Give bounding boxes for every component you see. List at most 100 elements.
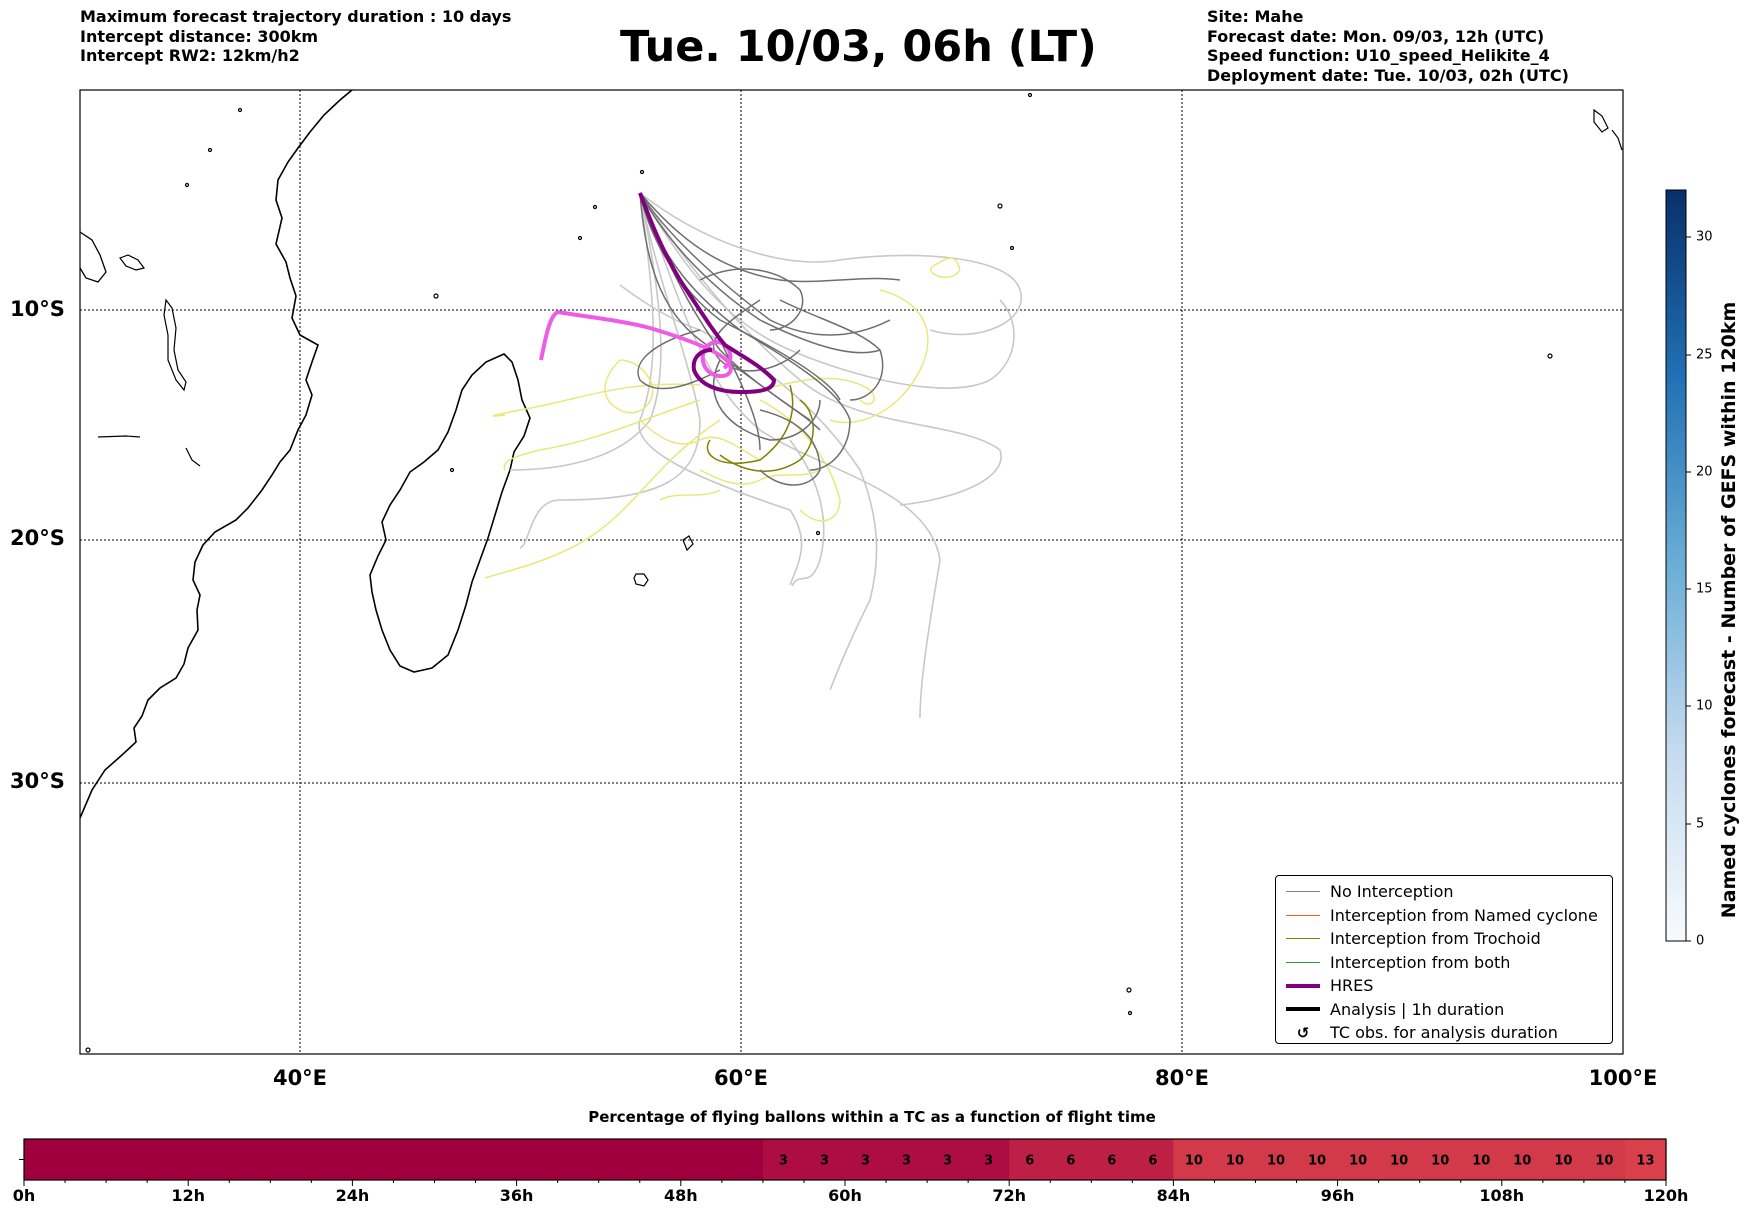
percentage-value: 3 [943,1154,952,1169]
time-label: 120h [1643,1186,1689,1205]
percentage-value: 10 [1431,1154,1449,1169]
percentage-cell [557,1139,600,1180]
percentage-cell [598,1139,641,1180]
legend-label: No Interception [1330,882,1454,902]
percentage-heatmap: 3 3 3 3 3 3 6 6 6 6 10 10 10 10 10 10 10 10 10 10 10 13 [24,1139,1667,1180]
legend-item-analysis: Analysis | 1h duration [1282,998,1612,1022]
time-label: 12h [171,1186,206,1205]
time-label: 72h [992,1186,1027,1205]
trochoid-tracks [706,384,814,472]
percentage-cell [721,1139,764,1180]
legend-item-no-interception: No Interception [1282,880,1612,904]
percentage-value: 3 [820,1154,829,1169]
percentage-value: 10 [1554,1154,1572,1169]
percentage-cell [270,1139,312,1180]
percentage-cell [1050,1139,1092,1180]
percentage-cell [803,1139,846,1180]
colorbar-tick-15: 15 [1696,581,1713,597]
percentage-cell [65,1139,107,1180]
time-label: 60h [828,1186,862,1205]
colorbar-ticks [1686,236,1691,942]
percentage-value: 10 [1308,1154,1326,1169]
lon-label-60e: 60°E [713,1066,769,1090]
percentage-value: 10 [1513,1154,1531,1169]
percentage-cell [927,1139,969,1180]
percentage-cell [845,1139,887,1180]
cyclone-symbol-icon: ↺ [1296,1023,1310,1042]
percentage-value: 6 [1107,1154,1116,1169]
percentage-cell [886,1139,928,1180]
percentage-cell [352,1139,395,1180]
legend-item-trochoid: Interception from Trochoid [1282,927,1612,951]
info-intercept-distance: Intercept distance: 300km [80,26,319,46]
colorbar [1665,189,1687,942]
lat-label-20s: 20°S [10,526,65,550]
legend-label: Analysis | 1h duration [1330,999,1505,1019]
percentage-cell [1009,1139,1051,1180]
islands [85,92,1623,1053]
info-duration: Maximum forecast trajectory duration : 1… [80,7,512,26]
colorbar-tick-20: 20 [1696,464,1713,480]
info-intercept-rw2: Intercept RW2: 12km/h2 [80,46,300,65]
percentage-value: 10 [1226,1154,1244,1169]
colorbar-tick-10: 10 [1696,698,1713,714]
info-speed-function: Speed function: U10_speed_Helikite_4 [1207,46,1550,65]
percentage-cell [1173,1139,1216,1180]
colorbar-label: Named cyclones forecast - Number of GEFS… [1718,301,1740,919]
percentage-cell [188,1139,230,1180]
hres-track [638,192,777,395]
legend-label: HRES [1330,976,1374,996]
madagascar [369,353,531,673]
lon-label-100e: 100°E [1588,1066,1658,1090]
gridlines [80,90,1623,1054]
percentage-time-ticks [19,1159,1667,1186]
percentage-cell [1624,1139,1667,1180]
legend-label: Interception from both [1330,952,1511,972]
percentage-cell [24,1139,66,1180]
info-deployment-date: Deployment date: Tue. 10/03, 02h (UTC) [1207,65,1569,85]
percentage-value: 10 [1595,1154,1613,1169]
percentage-value: 3 [861,1154,870,1169]
colorbar-tick-5: 5 [1696,816,1705,832]
percentage-cell [1296,1139,1339,1180]
percentage-cell [516,1139,559,1180]
percentage-value: 3 [902,1154,911,1169]
trajectory-settings: Maximum forecast trajectory duration : 1… [80,7,511,66]
percentage-value: 6 [1066,1154,1075,1169]
percentage-cell [1419,1139,1462,1180]
gefs-tracks-yellow [484,257,961,579]
colorbar-tick-0: 0 [1696,933,1705,949]
percentage-value: 10 [1349,1154,1367,1169]
percentage-cell [639,1139,682,1180]
analysis-track [539,309,733,379]
percentage-value: 10 [1390,1154,1408,1169]
time-label: 36h [499,1186,534,1205]
colorbar-tick-25: 25 [1696,347,1713,363]
legend-item-both: Interception from both [1282,951,1612,975]
forecast-settings: Site: Mahe Forecast date: Mon. 09/03, 12… [1207,7,1569,85]
percentage-value: 3 [984,1154,993,1169]
percentage-cell [1501,1139,1544,1180]
legend-label: TC obs. for analysis duration [1330,1023,1558,1043]
percentage-value: 10 [1185,1154,1203,1169]
lon-label-80e: 80°E [1154,1066,1210,1090]
info-site: Site: Mahe [1207,7,1304,26]
time-label: 0h [12,1186,36,1205]
percentage-cell [1255,1139,1298,1180]
percentage-cell [1214,1139,1257,1180]
percentage-value: 3 [779,1154,788,1169]
percentage-cell [1132,1139,1174,1180]
percentage-cell [762,1139,805,1180]
time-label: 96h [1320,1186,1355,1205]
percentage-value: 6 [1148,1154,1157,1169]
percentage-cell [680,1139,723,1180]
time-label: 108h [1479,1186,1525,1205]
percentage-value: 10 [1267,1154,1285,1169]
legend-label: Interception from Named cyclone [1330,905,1598,925]
percentage-cell [1091,1139,1133,1180]
percentage-cell [1378,1139,1421,1180]
percentage-cell [106,1139,148,1180]
lon-label-40e: 40°E [272,1066,328,1090]
lat-label-30s: 30°S [10,769,65,793]
page-title: Tue. 10/03, 06h (LT) [620,22,1097,72]
